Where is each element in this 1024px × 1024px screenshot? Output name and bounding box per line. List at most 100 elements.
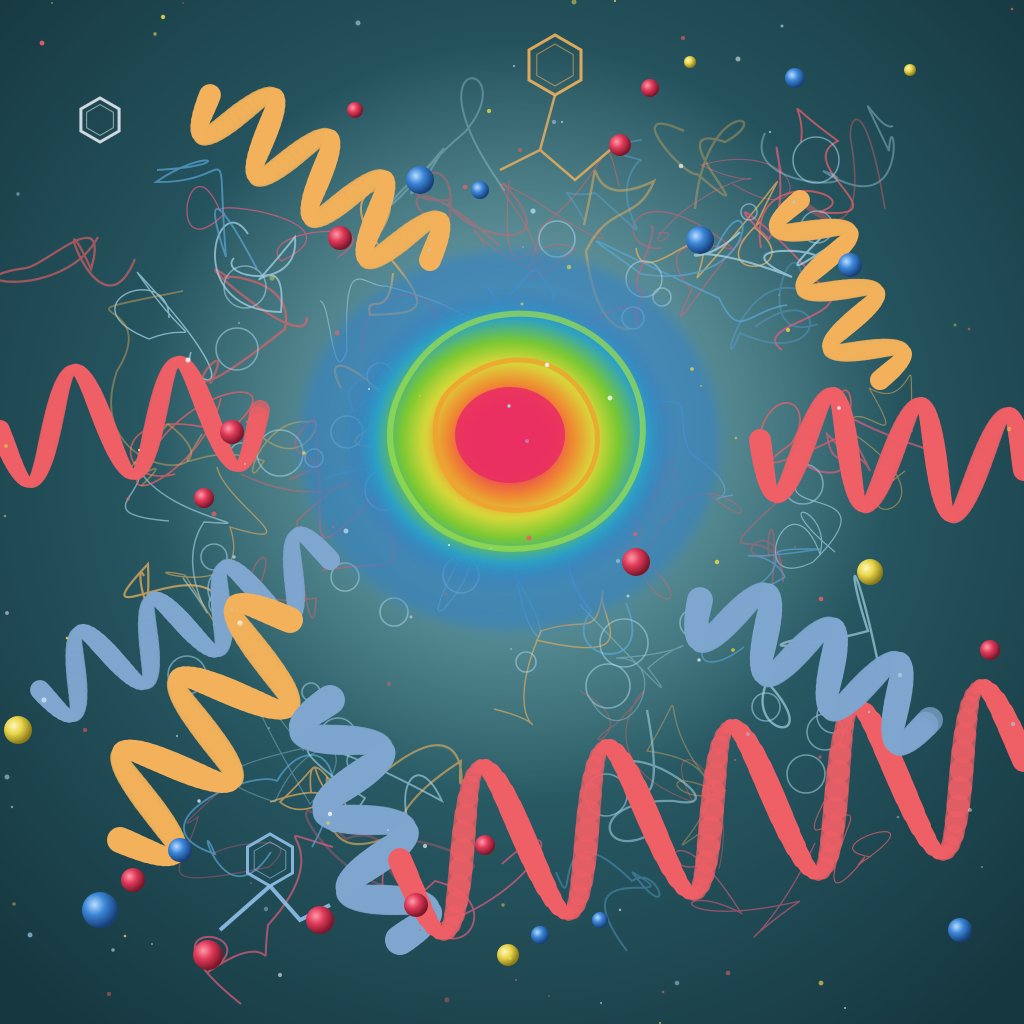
particle — [268, 727, 270, 729]
wire-strand — [653, 119, 746, 210]
atom-sphere — [121, 868, 145, 892]
particle — [697, 658, 701, 662]
atom-sphere — [531, 926, 549, 944]
bond-chain — [499, 94, 611, 182]
particle — [39, 40, 45, 46]
particle — [768, 130, 772, 134]
wire-strand — [595, 219, 788, 322]
particle — [513, 65, 515, 67]
particle — [560, 120, 564, 124]
particle — [445, 593, 447, 595]
helix-ribbons — [0, 84, 1024, 955]
particle — [525, 439, 529, 443]
particle — [176, 735, 178, 737]
particle — [867, 710, 871, 714]
wire-strand — [693, 231, 830, 278]
particle — [551, 119, 557, 125]
particle — [302, 451, 306, 455]
helix-coral-bottom — [388, 679, 1024, 941]
atom-sphere — [857, 559, 883, 585]
particle — [326, 821, 330, 825]
atom-sphere — [592, 912, 608, 928]
particle — [151, 943, 153, 945]
particle — [501, 903, 505, 907]
atom-sphere — [194, 488, 214, 508]
particle — [778, 294, 780, 296]
particle — [968, 808, 972, 812]
particle — [238, 322, 240, 324]
wire-strand — [493, 590, 612, 726]
particle — [230, 608, 234, 612]
particle — [123, 934, 127, 938]
particle — [599, 1001, 603, 1005]
particle — [4, 444, 8, 448]
wire-loop — [740, 203, 758, 221]
atom-sphere — [404, 893, 428, 917]
particle — [277, 972, 283, 978]
particle — [897, 672, 903, 678]
particle — [153, 32, 157, 36]
wire-loop — [652, 287, 672, 307]
particle — [427, 248, 431, 252]
particle — [1006, 426, 1012, 432]
particle — [618, 908, 622, 912]
atom-sphere — [609, 134, 631, 156]
particle — [658, 1021, 662, 1024]
particle — [263, 906, 269, 912]
particle — [825, 842, 831, 848]
particle — [27, 932, 33, 938]
particle — [522, 246, 524, 248]
particle — [690, 367, 694, 371]
particle — [520, 302, 524, 306]
particle — [674, 980, 680, 986]
particle — [16, 192, 20, 196]
particle — [731, 648, 735, 652]
wire-loop — [751, 692, 781, 722]
atom-sphere — [838, 253, 862, 277]
atom-sphere — [475, 835, 495, 855]
particle — [548, 995, 550, 997]
particle — [65, 636, 69, 640]
particle — [837, 406, 841, 410]
particle — [507, 404, 511, 408]
particle — [419, 929, 421, 931]
particle — [82, 727, 88, 733]
helix-lower-left — [30, 526, 340, 723]
benzene-ring-left — [79, 96, 121, 144]
particle — [211, 511, 217, 517]
particle — [327, 811, 333, 817]
particle — [792, 200, 796, 204]
wire-loop — [792, 136, 840, 184]
wire-strand — [473, 183, 604, 273]
wire-strand — [774, 486, 842, 569]
particle — [368, 388, 370, 390]
wire-loop — [515, 651, 537, 673]
wire-strand — [214, 221, 296, 313]
atom-sphere — [904, 64, 916, 76]
wire-strand — [632, 210, 746, 318]
particle — [517, 147, 523, 153]
helix-gold-right — [768, 190, 912, 390]
wire-strand — [656, 158, 791, 242]
particle — [794, 546, 796, 548]
wire-strand — [0, 236, 137, 287]
particle — [237, 620, 243, 626]
atom-sphere — [471, 181, 489, 199]
particle — [182, 2, 184, 4]
atom-sphere — [686, 226, 714, 254]
particle — [343, 528, 349, 534]
particle — [544, 362, 550, 368]
atom-sphere — [168, 838, 192, 862]
particle — [418, 394, 422, 398]
wire-loop — [599, 618, 649, 668]
wire-strand — [186, 185, 354, 262]
particle — [818, 755, 822, 759]
particle — [613, 0, 617, 3]
atom-sphere — [4, 716, 32, 744]
atom-sphere — [497, 944, 519, 966]
particle — [526, 535, 532, 541]
helix-coral-right — [749, 387, 1024, 524]
atom-sphere — [948, 918, 972, 942]
helix-gold-bottom-left — [107, 592, 303, 867]
